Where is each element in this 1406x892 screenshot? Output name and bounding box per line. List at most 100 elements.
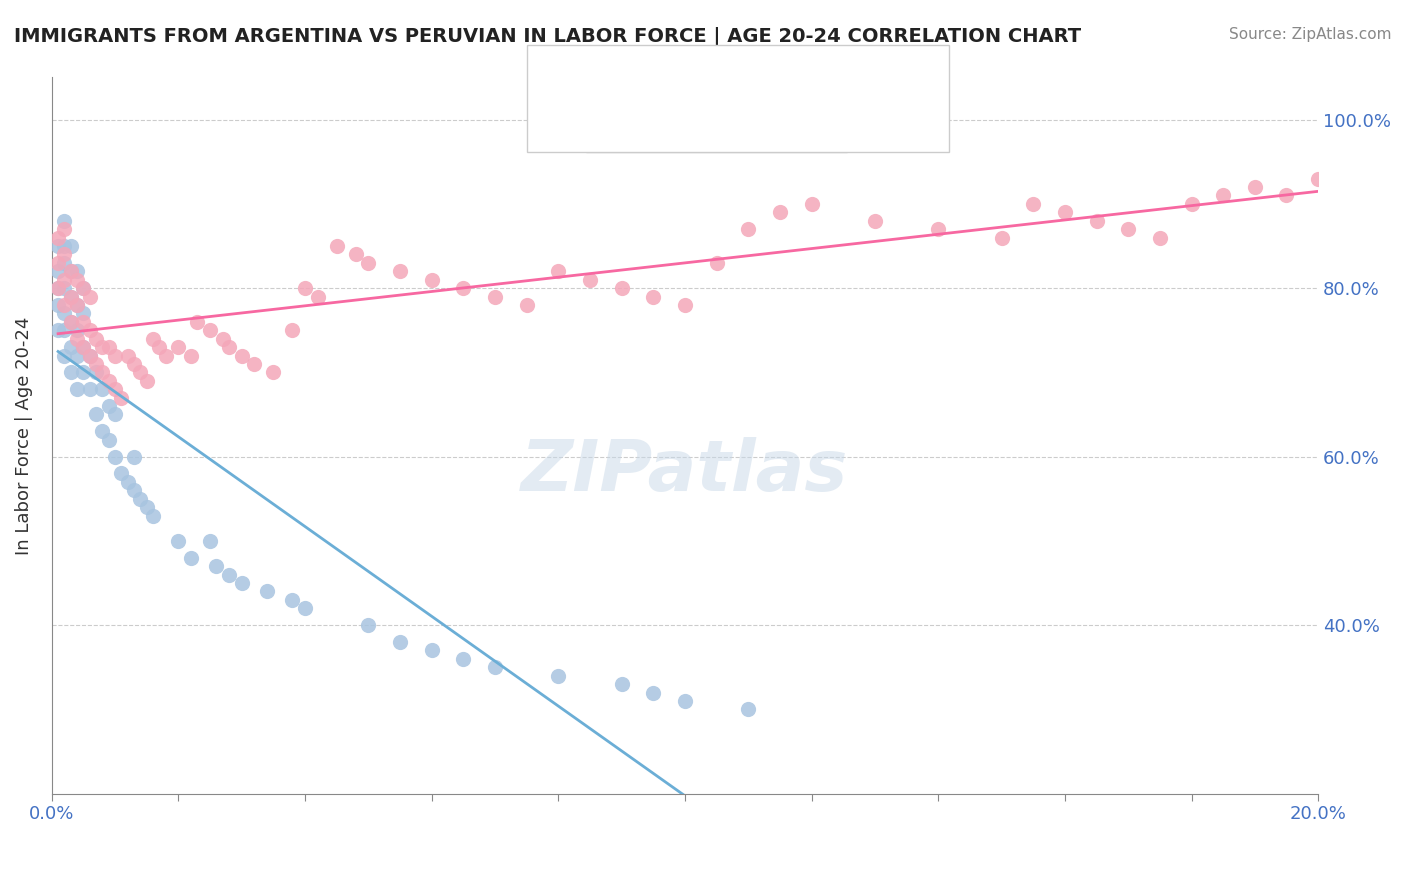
Point [59, 315, 82, 329]
Point [59, 264, 82, 278]
Point [547, 264, 569, 278]
Point [155, 349, 177, 363]
Point [72, 340, 94, 354]
Point [66, 323, 89, 337]
Point [737, 702, 759, 716]
Point [97, 399, 120, 413]
Point [59, 315, 82, 329]
Point [79, 349, 101, 363]
Point [72, 315, 94, 329]
Text: Source: ZipAtlas.com: Source: ZipAtlas.com [1229, 27, 1392, 42]
Point [122, 357, 145, 371]
Point [769, 205, 792, 219]
Point [800, 197, 823, 211]
Point [198, 323, 221, 337]
Point [91, 365, 114, 379]
Point [91, 340, 114, 354]
Point [388, 635, 411, 649]
Point [643, 685, 665, 699]
Point [53, 256, 76, 270]
Point [420, 273, 443, 287]
Point [84, 365, 107, 379]
Point [66, 298, 89, 312]
Point [66, 264, 89, 278]
Point [135, 374, 157, 388]
Point [53, 213, 76, 227]
Point [1243, 180, 1265, 194]
Point [294, 281, 316, 295]
Point [484, 289, 506, 303]
Point [148, 340, 170, 354]
Point [79, 289, 101, 303]
Point [357, 618, 380, 632]
Point [84, 408, 107, 422]
Point [180, 349, 202, 363]
Point [53, 247, 76, 261]
Point [53, 281, 76, 295]
Point [110, 467, 132, 481]
Point [46, 281, 69, 295]
Point [218, 567, 240, 582]
Point [262, 365, 284, 379]
Point [46, 298, 69, 312]
Point [1053, 205, 1076, 219]
Point [231, 349, 253, 363]
Point [388, 264, 411, 278]
Point [97, 340, 120, 354]
Point [53, 349, 76, 363]
Point [307, 289, 329, 303]
Point [180, 550, 202, 565]
Point [104, 450, 127, 464]
Point [59, 289, 82, 303]
Point [706, 256, 728, 270]
Point [142, 332, 165, 346]
Point [927, 222, 949, 236]
Point [344, 247, 367, 261]
Point [66, 273, 89, 287]
Point [122, 450, 145, 464]
Point [167, 340, 190, 354]
Point [610, 281, 633, 295]
Point [46, 230, 69, 244]
Point [53, 273, 76, 287]
Point [186, 315, 208, 329]
Point [79, 382, 101, 396]
Y-axis label: In Labor Force | Age 20-24: In Labor Force | Age 20-24 [15, 317, 32, 555]
Point [420, 643, 443, 657]
Point [66, 349, 89, 363]
Point [46, 264, 69, 278]
Point [243, 357, 266, 371]
Point [205, 559, 228, 574]
Point [59, 365, 82, 379]
Point [117, 475, 139, 489]
Point [97, 433, 120, 447]
Point [281, 323, 304, 337]
Point [46, 239, 69, 253]
Point [673, 298, 696, 312]
Point [53, 222, 76, 236]
Point [79, 349, 101, 363]
Point [1212, 188, 1234, 202]
Point [673, 694, 696, 708]
Point [643, 289, 665, 303]
Point [1149, 230, 1171, 244]
Point [256, 584, 278, 599]
Point [863, 213, 886, 227]
Point [84, 332, 107, 346]
Point [1116, 222, 1139, 236]
Point [110, 391, 132, 405]
Point [53, 323, 76, 337]
Point [53, 298, 76, 312]
Point [1275, 188, 1298, 202]
Point [281, 592, 304, 607]
Point [129, 491, 152, 506]
Point [104, 408, 127, 422]
Point [453, 652, 475, 666]
Point [122, 483, 145, 498]
Point [91, 382, 114, 396]
Point [142, 508, 165, 523]
Point [72, 281, 94, 295]
Point [484, 660, 506, 674]
Point [46, 281, 69, 295]
Point [72, 365, 94, 379]
